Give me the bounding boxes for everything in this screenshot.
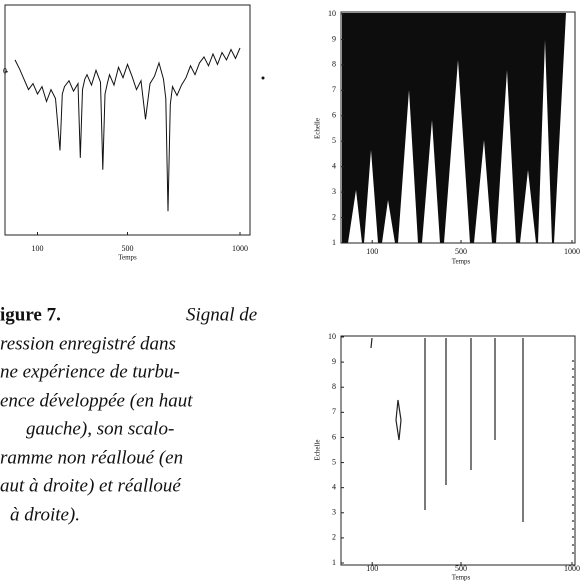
y-tick-label: 5 [332,136,336,145]
x-axis-label: Temps [452,258,471,266]
caption-line: ramme non réalloué (en [0,447,183,468]
plot-frame [340,11,576,244]
caption-line: ne expérience de turbu- [0,361,180,382]
x-tick-label: 500 [455,564,467,573]
x-tick-label: 100 [366,247,378,256]
y-tick-label: 9 [332,357,336,366]
y-tick-label: 10 [328,332,336,341]
x-tick-label: 1000 [564,247,580,256]
y-tick-label: 7 [332,85,336,94]
signal-line [14,47,241,212]
y-tick-label: 1 [332,238,336,247]
caption-line: aut à droite) et réalloué [0,475,182,496]
y-tick-label: 0 [3,67,7,76]
x-tick-label: 100 [32,244,44,253]
y-tick-label: 4 [332,482,336,491]
x-axis-label: Temps [452,574,471,582]
x-tick-label: 100 [366,564,378,573]
figure-label: igure 7. [0,304,61,325]
y-tick-label: 10 [328,9,336,18]
x-tick-label: 1000 [232,244,248,253]
plot-frame [340,335,576,566]
y-tick-label: 6 [332,111,336,120]
caption-line: à droite). [10,504,80,525]
y-tick-label: 2 [332,212,336,221]
y-tick-label: 8 [332,382,336,391]
x-tick-label: 500 [122,244,134,253]
y-axis-label: Echelle [314,118,322,139]
caption-line: Signal de [186,304,257,325]
scalogram-image [342,13,575,243]
y-axis-label: Echelle [314,440,322,461]
y-tick-label: 8 [332,60,336,69]
y-tick-label: 4 [332,161,336,170]
x-tick-label: 1000 [564,564,580,573]
y-tick-label: 3 [332,508,336,517]
caption-line: ression enregistré dans [0,333,176,354]
y-tick-label: 6 [332,432,336,441]
reassigned-image [370,337,574,560]
y-tick-label: 5 [332,457,336,466]
dot [261,76,265,80]
caption-line: ence développée (en haut [0,390,193,411]
caption: igure 7. Signal de ression enregistré da… [0,304,257,525]
y-tick-label: 9 [332,34,336,43]
y-tick-label: 3 [332,187,336,196]
x-tick-label: 500 [455,247,467,256]
x-axis-label: Temps [118,254,137,262]
y-tick-label: 2 [332,533,336,542]
caption-line: gauche), son scalo- [26,418,174,439]
y-tick-label: 7 [332,407,336,416]
y-tick-label: 1 [332,558,336,567]
plot-frame [4,4,251,236]
